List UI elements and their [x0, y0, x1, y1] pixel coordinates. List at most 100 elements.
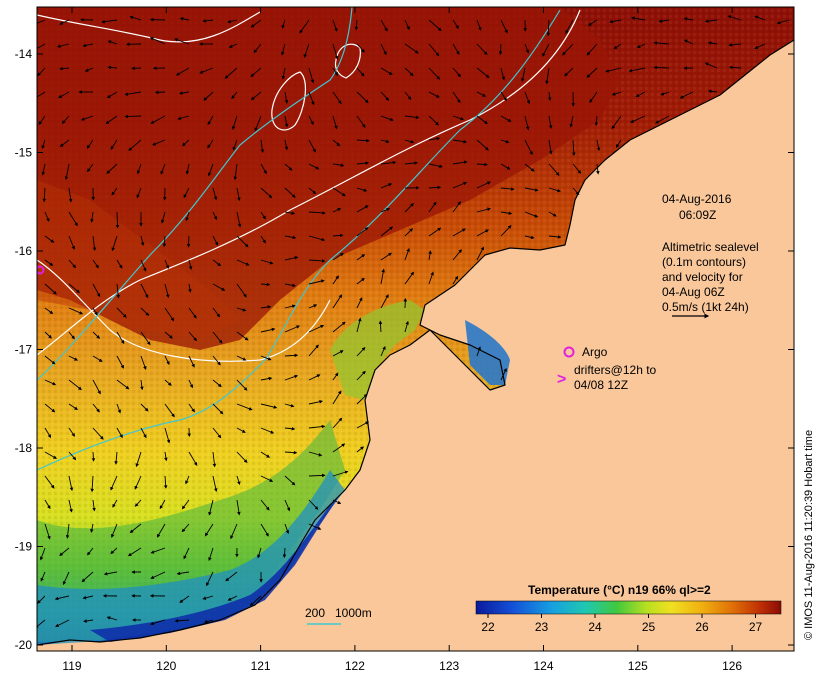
- velocity-arrow: [596, 163, 600, 175]
- velocity-arrow: [332, 115, 338, 130]
- velocity-arrow: [404, 91, 412, 101]
- velocity-arrow: [92, 307, 98, 316]
- velocity-arrow: [452, 91, 461, 104]
- velocity-arrow: [308, 473, 326, 478]
- velocity-arrow: [428, 91, 440, 98]
- velocity-arrow: [236, 427, 246, 433]
- velocity-arrow: [284, 523, 290, 535]
- velocity-arrow: [380, 91, 390, 101]
- velocity-arrow: [124, 114, 142, 119]
- velocity-arrow: [188, 307, 197, 319]
- velocity-arrow: [105, 115, 118, 125]
- velocity-arrow: [250, 19, 262, 28]
- velocity-arrow: [106, 163, 118, 174]
- y-tick-label: -20: [15, 638, 33, 652]
- velocity-arrow: [727, 15, 742, 21]
- velocity-arrow: [188, 259, 193, 270]
- velocity-arrow: [188, 403, 195, 413]
- velocity-arrow: [111, 187, 118, 196]
- velocity-arrow: [182, 139, 190, 147]
- velocity-arrow: [611, 115, 622, 130]
- velocity-arrows: [37, 15, 790, 629]
- velocity-arrow: [152, 139, 166, 146]
- velocity-arrow: [174, 38, 190, 45]
- velocity-arrow: [308, 424, 326, 429]
- velocity-arrow: [82, 43, 94, 48]
- velocity-arrow: [299, 19, 310, 34]
- velocity-arrow: [404, 19, 410, 31]
- velocity-arrow: [91, 451, 96, 462]
- plot-frame: [36, 6, 795, 652]
- velocity-arrow: [404, 320, 409, 333]
- velocity-arrow: [236, 331, 249, 341]
- velocity-arrow: [160, 211, 166, 224]
- velocity-arrow: [150, 571, 166, 579]
- velocity-arrow: [86, 139, 94, 149]
- sealevel-contour: [271, 71, 307, 131]
- velocity-arrow: [227, 595, 238, 601]
- velocity-arrow: [280, 43, 286, 56]
- velocity-arrow: [572, 139, 576, 157]
- velocity-arrow: [230, 523, 238, 540]
- velocity-arrow: [188, 331, 197, 342]
- velocity-arrow: [500, 367, 507, 381]
- velocity-arrow: [404, 228, 414, 237]
- velocity-arrow: [164, 451, 168, 462]
- velocity-arrow: [116, 259, 123, 269]
- velocity-arrow: [260, 259, 274, 265]
- velocity-arrow: [115, 211, 120, 229]
- velocity-arrow: [356, 421, 370, 429]
- velocity-arrow: [404, 139, 415, 144]
- velocity-arrow: [68, 235, 75, 250]
- velocity-arrow: [609, 19, 622, 24]
- velocity-arrow: [332, 139, 341, 147]
- velocity-arrow: [208, 547, 214, 562]
- velocity-arrow: [59, 139, 70, 148]
- velocity-arrow: [332, 187, 346, 197]
- velocity-arrow: [228, 43, 238, 48]
- velocity-arrow: [129, 15, 142, 21]
- velocity-arrow: [452, 228, 466, 237]
- velocity-arrow: [188, 379, 193, 389]
- velocity-arrow: [188, 355, 195, 368]
- y-tick-label: -17: [15, 343, 33, 357]
- velocity-arrow: [183, 547, 190, 560]
- velocity-arrow: [332, 19, 338, 32]
- velocity-arrow: [140, 427, 147, 439]
- velocity-arrow: [59, 66, 70, 71]
- velocity-arrow: [565, 19, 574, 34]
- velocity-arrow: [332, 499, 342, 504]
- velocity-arrow: [68, 451, 77, 461]
- velocity-arrow: [628, 67, 646, 73]
- velocity-arrow: [68, 307, 84, 315]
- velocity-arrow: [37, 43, 46, 50]
- velocity-arrow: [354, 19, 359, 31]
- velocity-arrow: [61, 115, 70, 124]
- velocity-arrow: [44, 331, 52, 339]
- velocity-arrow: [452, 181, 468, 189]
- velocity-arrow: [116, 331, 125, 345]
- velocity-arrow: [40, 571, 46, 582]
- velocity-arrow: [404, 271, 415, 285]
- velocity-arrow: [260, 235, 266, 244]
- velocity-arrow: [500, 163, 511, 170]
- velocity-arrow: [44, 379, 57, 386]
- velocity-arrow: [476, 246, 484, 261]
- velocity-arrow: [284, 235, 297, 240]
- velocity-arrow: [56, 43, 70, 48]
- velocity-arrow: [404, 43, 419, 54]
- velocity-arrow: [452, 19, 459, 30]
- velocity-arrow: [55, 619, 70, 627]
- velocity-arrow: [428, 19, 442, 32]
- velocity-arrow: [547, 91, 552, 102]
- velocity-arrow: [111, 235, 118, 252]
- velocity-arrow: [87, 163, 94, 173]
- velocity-arrow: [260, 403, 278, 409]
- velocity-arrow: [356, 446, 364, 453]
- time-label: 06:09Z: [679, 208, 716, 222]
- velocity-arrow: [92, 283, 101, 298]
- velocity-arrow: [704, 19, 718, 23]
- velocity-arrow: [68, 259, 77, 269]
- velocity-arrow: [212, 427, 222, 439]
- velocity-arrow: [332, 350, 344, 357]
